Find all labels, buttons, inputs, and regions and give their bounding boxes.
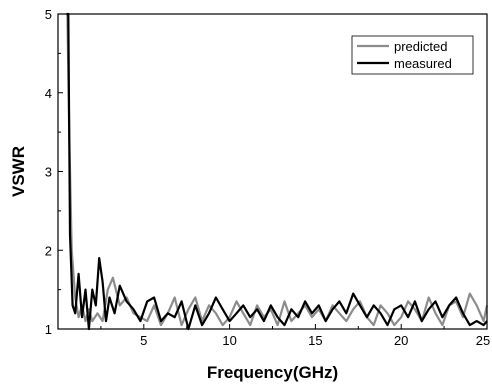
x-tick-label: 5 — [140, 333, 147, 348]
x-tick-label: 25 — [476, 333, 490, 348]
y-tick-label: 5 — [45, 7, 52, 22]
y-tick-label: 2 — [45, 243, 52, 258]
x-tick-label: 10 — [222, 333, 236, 348]
x-tick-label: 20 — [394, 333, 408, 348]
legend-box — [351, 35, 474, 75]
series-layer — [66, 12, 489, 331]
legend-label-predicted: predicted — [394, 39, 447, 54]
y-tick-label: 1 — [45, 322, 52, 337]
y-axis-title: VSWR — [9, 146, 28, 197]
series-line-predicted — [66, 13, 489, 327]
y-tick-label: 4 — [45, 86, 52, 101]
y-tick-label: 3 — [45, 165, 52, 180]
legend-label-measured: measured — [394, 56, 452, 71]
legend: predicted measured — [351, 35, 474, 75]
x-tick-label: 15 — [308, 333, 322, 348]
tick-layer: 5 10 15 20 25 1 2 3 4 5 — [45, 7, 490, 348]
x-axis-title: Frequency(GHz) — [207, 363, 338, 382]
series-line-measured — [66, 12, 488, 331]
